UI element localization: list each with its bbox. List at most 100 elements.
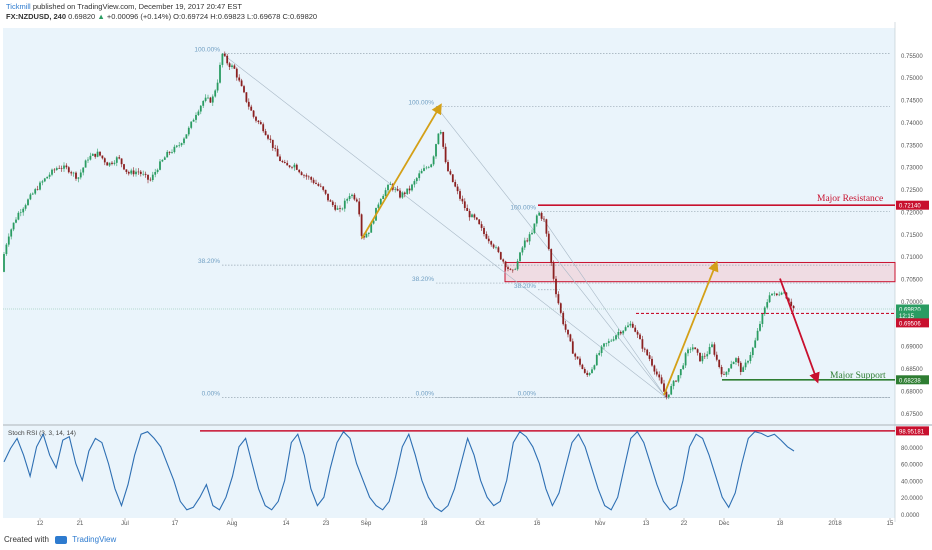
candle-body bbox=[99, 151, 101, 156]
price-axis-badge-text: 12:15 bbox=[899, 314, 915, 320]
candle-body bbox=[399, 190, 401, 198]
price-axis-badge-text: 0.72140 bbox=[899, 204, 921, 210]
candle-body bbox=[166, 151, 169, 158]
candle-body bbox=[60, 168, 63, 169]
price-pane-background bbox=[3, 28, 895, 424]
candle-body bbox=[521, 247, 524, 253]
candle-body bbox=[106, 162, 109, 166]
price-tick-label: 0.73000 bbox=[901, 166, 923, 172]
candle-body bbox=[72, 172, 75, 174]
candle-body bbox=[711, 344, 713, 348]
candle-body bbox=[53, 169, 56, 171]
time-tick-label: 16 bbox=[534, 521, 541, 527]
candle-body bbox=[370, 223, 373, 233]
candle-body bbox=[267, 135, 269, 139]
candle-body bbox=[519, 252, 521, 262]
candle-body bbox=[12, 222, 15, 230]
price-axis-badge bbox=[896, 375, 929, 385]
candle-body bbox=[274, 147, 277, 149]
candle-body bbox=[132, 170, 135, 175]
tradingview-link[interactable]: TradingView bbox=[72, 535, 117, 544]
candle-body bbox=[163, 157, 166, 160]
candle-body bbox=[679, 369, 682, 376]
candle-body bbox=[197, 111, 200, 116]
candle-body bbox=[430, 164, 433, 168]
candle-body bbox=[79, 172, 82, 178]
price-tick-label: 0.72500 bbox=[901, 188, 923, 194]
candle-body bbox=[531, 232, 533, 235]
candle-body bbox=[495, 247, 497, 248]
candle-body bbox=[403, 192, 406, 194]
candle-body bbox=[231, 65, 233, 68]
candle-body bbox=[751, 347, 754, 356]
candle-body bbox=[475, 217, 478, 220]
candle-body bbox=[233, 65, 236, 69]
candle-body bbox=[756, 330, 759, 341]
candle-body bbox=[312, 179, 315, 183]
candle-body bbox=[22, 208, 25, 213]
price-chart[interactable]: 0.75500 0.75000 0.74500 0.74000 0.73500 0.730… bbox=[0, 22, 932, 530]
candle-body bbox=[154, 172, 157, 175]
candle-body bbox=[425, 167, 428, 169]
candle-body bbox=[598, 352, 601, 355]
candle-body bbox=[317, 183, 320, 186]
candle-body bbox=[744, 362, 747, 368]
time-tick-label: 23 bbox=[323, 521, 330, 527]
candle-body bbox=[48, 174, 51, 177]
candle-body bbox=[713, 344, 716, 355]
candle-body bbox=[468, 211, 471, 218]
candle-body bbox=[46, 176, 49, 179]
candle-body bbox=[329, 200, 332, 202]
candle-body bbox=[235, 68, 238, 78]
candle-body bbox=[490, 241, 493, 245]
candle-body bbox=[701, 355, 704, 362]
candle-body bbox=[51, 169, 53, 175]
up-arrow-icon: ▲ bbox=[97, 12, 105, 21]
price-change: +0.00096 (+0.14%) bbox=[106, 12, 172, 21]
candle-body bbox=[87, 159, 89, 161]
created-with-text: Created with bbox=[4, 535, 49, 544]
candle-body bbox=[151, 174, 154, 181]
candle-body bbox=[497, 247, 500, 253]
candle-body bbox=[39, 182, 41, 190]
candle-body bbox=[82, 167, 85, 173]
price-axis-badge bbox=[896, 200, 929, 210]
time-tick-label: 2018 bbox=[828, 521, 842, 527]
fib-level-label: 100.00% bbox=[194, 47, 220, 54]
candle-body bbox=[557, 294, 560, 304]
candle-body bbox=[415, 178, 418, 182]
candle-body bbox=[454, 182, 457, 187]
time-tick-label: Nov bbox=[595, 521, 606, 527]
author-link[interactable]: Tickmill bbox=[6, 2, 31, 11]
price-tick-label: 0.75000 bbox=[901, 76, 923, 82]
candle-body bbox=[715, 354, 718, 360]
high-value: H:0.69823 bbox=[210, 12, 245, 21]
candle-body bbox=[634, 327, 637, 332]
candle-body bbox=[574, 353, 577, 357]
candle-body bbox=[295, 164, 298, 170]
candle-body bbox=[379, 199, 382, 205]
candle-body bbox=[523, 240, 526, 248]
published-text: published on TradingView.com, December 1… bbox=[32, 2, 242, 11]
candle-body bbox=[259, 122, 262, 125]
candle-body bbox=[480, 224, 483, 228]
candle-body bbox=[19, 212, 22, 213]
candle-body bbox=[247, 101, 250, 107]
candle-body bbox=[555, 278, 557, 295]
candle-body bbox=[127, 171, 130, 174]
candle-body bbox=[687, 349, 689, 354]
candle-body bbox=[600, 346, 603, 353]
candle-body bbox=[636, 331, 639, 335]
candle-body bbox=[593, 365, 596, 370]
candle-body bbox=[665, 391, 668, 398]
candle-body bbox=[355, 199, 358, 202]
candle-body bbox=[622, 330, 625, 334]
fib-level-label: 100.00% bbox=[510, 204, 536, 211]
candle-body bbox=[125, 169, 128, 172]
candle-body bbox=[547, 233, 550, 250]
candle-body bbox=[466, 207, 469, 212]
candle-body bbox=[617, 331, 620, 336]
time-tick-label: Sep bbox=[361, 521, 372, 527]
candle-body bbox=[322, 186, 325, 190]
candle-body bbox=[533, 223, 536, 233]
